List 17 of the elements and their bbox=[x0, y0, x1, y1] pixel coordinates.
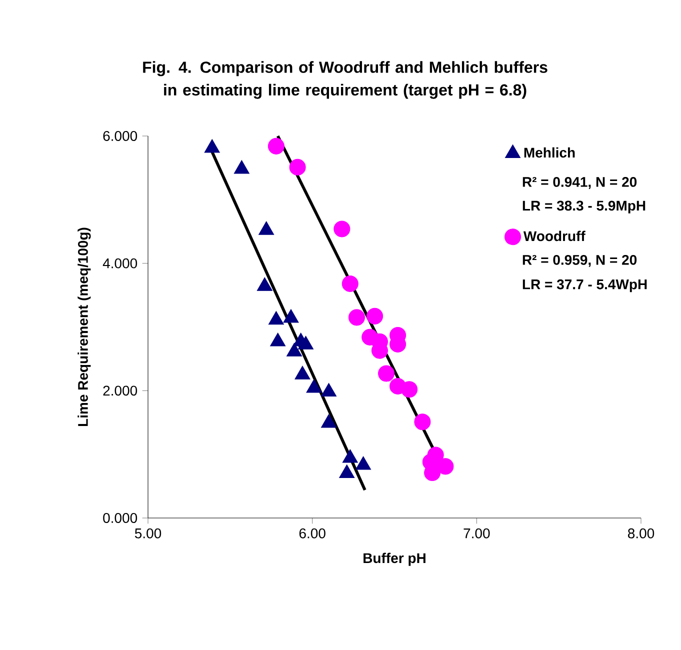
x-tick-label: 5.00 bbox=[134, 528, 162, 538]
x-tick-label: 8.00 bbox=[628, 528, 654, 538]
annotation: R² = 0.941, N = 20 bbox=[522, 177, 637, 189]
chart-title: Fig. 4. Comparison of Woodruff and Mehlich buffers in estimating lime requirement (target pH = 6.8) bbox=[143, 61, 548, 99]
y-tick-label: 2.000 bbox=[103, 386, 138, 396]
x-axis-title: Buffer pH bbox=[364, 552, 426, 566]
annotation: LR = 37.7 - 5.4WpH bbox=[522, 279, 647, 292]
y-tick-label: 4.000 bbox=[102, 258, 138, 268]
y-axis-title: Lime Requirement (meq/100g) bbox=[78, 228, 91, 426]
y-tick-label: 6.000 bbox=[103, 131, 138, 141]
x-tick-label: 7.00 bbox=[464, 528, 490, 538]
annotation: R² = 0.959, N = 20 bbox=[522, 254, 637, 267]
x-tick-label: 6.00 bbox=[299, 528, 326, 538]
y-tick-label: 0.000 bbox=[103, 513, 138, 523]
legend-label: Mehlich bbox=[524, 147, 575, 158]
annotation: LR = 38.3 - 5.9MpH bbox=[522, 200, 646, 214]
legend-label: Woodruff bbox=[523, 230, 586, 242]
